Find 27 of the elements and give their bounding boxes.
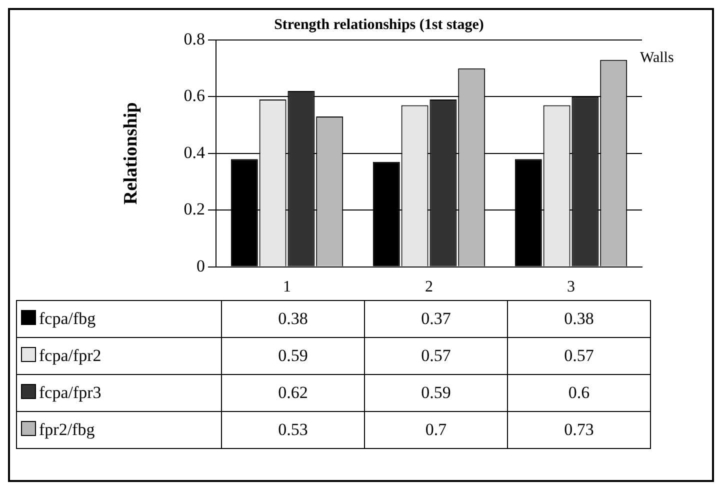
data-label: 0.6 [508, 374, 650, 412]
data-label: 0.37 [364, 300, 508, 338]
data-label: 0.57 [508, 338, 650, 374]
annotation: Walls [640, 50, 674, 67]
y-tick-label: 0.8 [184, 29, 205, 48]
legend-label: fcpa/fpr3 [16, 374, 222, 412]
data-label: 0.57 [364, 338, 508, 374]
y-axis-title: Relationship [120, 102, 142, 205]
y-tick-label: 0.4 [184, 142, 206, 162]
data-label: 0.38 [222, 300, 364, 338]
data-label: 0.59 [222, 338, 364, 374]
data-label: 0.38 [508, 300, 650, 338]
chart-title: Strength relationships (1st stage) [274, 16, 484, 33]
data-label: 0.62 [222, 374, 364, 412]
y-tick-label: 0.2 [184, 200, 205, 219]
y-tick-label: 0.6 [184, 86, 205, 106]
data-label: 0.7 [364, 412, 508, 448]
legend-label: fpr2/fbg [16, 412, 222, 448]
data-label: 0.73 [508, 412, 650, 448]
y-tick-label: 0 [196, 256, 205, 276]
x-tick-label: 3 [567, 278, 575, 296]
x-tick-label: 2 [425, 278, 433, 296]
legend-label: fcpa/fpr2 [16, 338, 222, 374]
x-tick-label: 1 [283, 278, 291, 296]
data-label: 0.53 [222, 412, 364, 448]
legend-label: fcpa/fbg [16, 300, 222, 338]
data-label: 0.59 [364, 374, 508, 412]
